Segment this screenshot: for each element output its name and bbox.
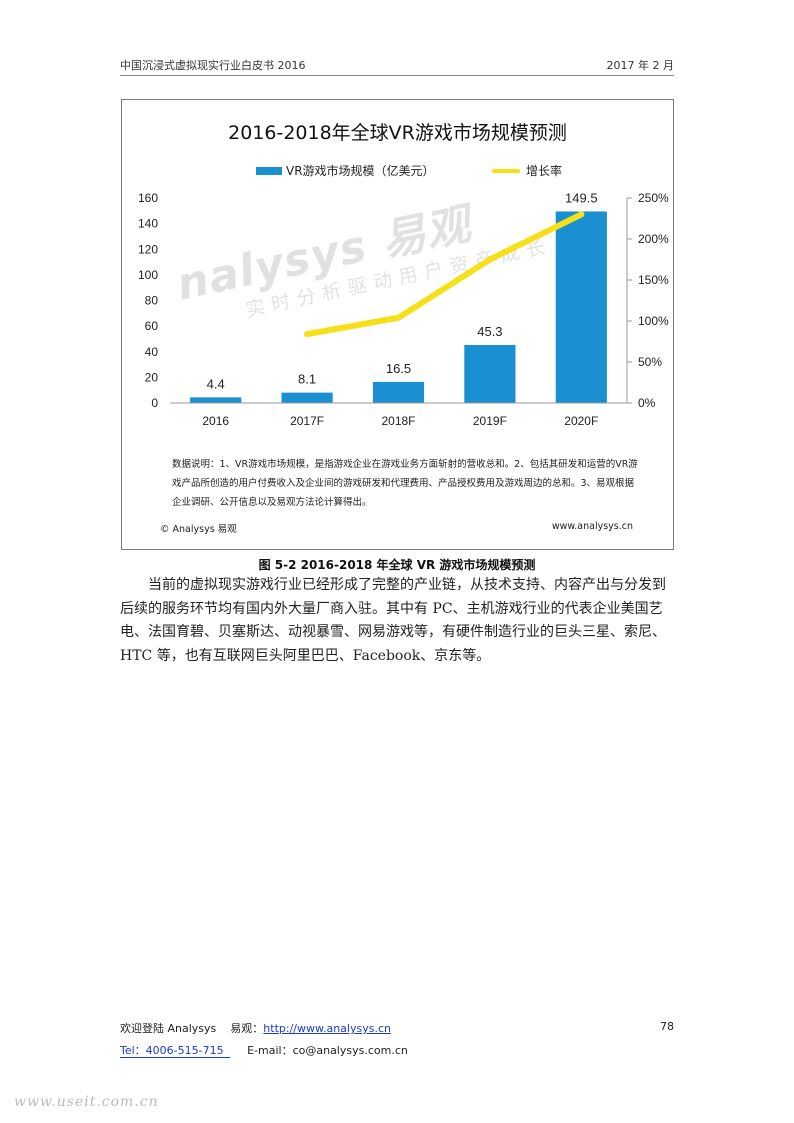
body-paragraph: 当前的虚拟现实游戏行业已经形成了完整的产业链，从技术支持、内容产出与分发到后续的… [120,577,666,664]
growth-rate-point-2018F [395,314,402,321]
x-tick-label: 2016 [202,414,229,428]
chart-figure: 2016-2018年全球VR游戏市场规模预测 VR游戏市场规模（亿美元） 增长率… [121,99,674,550]
header-date: 2017 年 2 月 [606,59,674,72]
y-left-tick-label: 160 [138,191,158,205]
legend-line-swatch [492,168,520,173]
growth-rate-line [304,211,585,338]
y-left-tick-label: 20 [145,370,159,384]
page-number: 78 [660,1020,674,1033]
y-left-tick-label: 80 [145,294,159,308]
bar-2016 [190,397,242,403]
header-document-title: 中国沉浸式虚拟现实行业白皮书 2016 [120,59,306,72]
growth-rate-point-2020F [578,211,585,218]
y-right-tick-label: 100% [638,314,669,328]
figure-caption: 图 5-2 2016-2018 年全球 VR 游戏市场规模预测 [258,558,536,572]
y-left-tick-label: 40 [145,345,159,359]
y-right-tick-label: 250% [638,191,669,205]
legend-label-market-size: VR游戏市场规模（亿美元） [286,164,435,178]
y-right-tick-label: 50% [638,355,662,369]
y-right-tick-label: 0% [638,396,656,410]
y-left-tick-label: 100 [138,268,158,282]
bar-value-label: 4.4 [207,376,225,391]
footer-tel-line: Tel：4006-515-715 E-mail：co@analysys.com.… [120,1042,408,1058]
bar-2019F [464,344,516,403]
chart-legend: VR游戏市场规模（亿美元） 增长率 [122,162,673,178]
chart-title: 2016-2018年全球VR游戏市场规模预测 [228,122,567,144]
y-left-tick-label: 120 [138,242,158,256]
bar-value-label: 8.1 [298,372,316,387]
bar-2018F [372,381,425,403]
legend-bar-swatch [256,166,282,175]
footer-site-link[interactable]: http://www.analysys.cn [263,1022,391,1035]
y-left-tick-label: 140 [138,217,158,231]
bar-2020F [555,211,607,403]
footer-yiguan-label: 易观： [230,1022,264,1035]
bar-value-label: 149.5 [565,190,598,205]
footer-contact-line: 欢迎登陆 Analysys 易观：http://www.analysys.cn [120,1020,391,1036]
legend-label-growth-rate: 增长率 [526,164,563,178]
y-right-tick-label: 150% [638,273,669,287]
site-watermark: www.useit.com.cn [14,1094,159,1110]
chart-plot-area: 0 20 40 60 80 100 120 140 160 0% 50% 100% 150% 200% 25… [138,190,669,428]
figure-website: www.analysys.cn [551,521,633,532]
footer-tel: Tel：4006-515-715 [120,1044,230,1058]
x-tick-label: 2017F [290,414,324,428]
x-tick-label: 2018F [381,414,415,428]
page-header: 中国沉浸式虚拟现实行业白皮书 2016 2017 年 2 月 [120,57,674,76]
y-right-tick-label: 200% [638,232,669,246]
footer-email[interactable]: E-mail：co@analysys.com.cn [247,1044,408,1057]
bar-value-label: 45.3 [477,324,502,339]
legend-item-market-size: VR游戏市场规模（亿美元） [256,162,435,179]
figure-footer: © Analysys 易观 www.analysys.cn [160,521,633,535]
y-left-tick-label: 60 [145,319,159,333]
bar-2017F [281,392,333,403]
data-notes: 数据说明：1、VR游戏市场规模，是指游戏企业在游戏业务方面斩射的营收总和。2、包… [172,459,638,508]
figure-copyright: © Analysys 易观 [160,524,237,535]
growth-rate-point-2019F [486,256,493,263]
legend-item-growth-rate: 增长率 [492,162,562,179]
y-left-tick-label: 0 [151,396,158,410]
bar-value-label: 16.5 [386,361,411,376]
footer-welcome: 欢迎登陆 Analysys [120,1022,217,1035]
x-tick-label: 2019F [473,414,507,428]
x-tick-label: 2020F [564,414,598,428]
growth-rate-point-2017F [304,331,311,338]
